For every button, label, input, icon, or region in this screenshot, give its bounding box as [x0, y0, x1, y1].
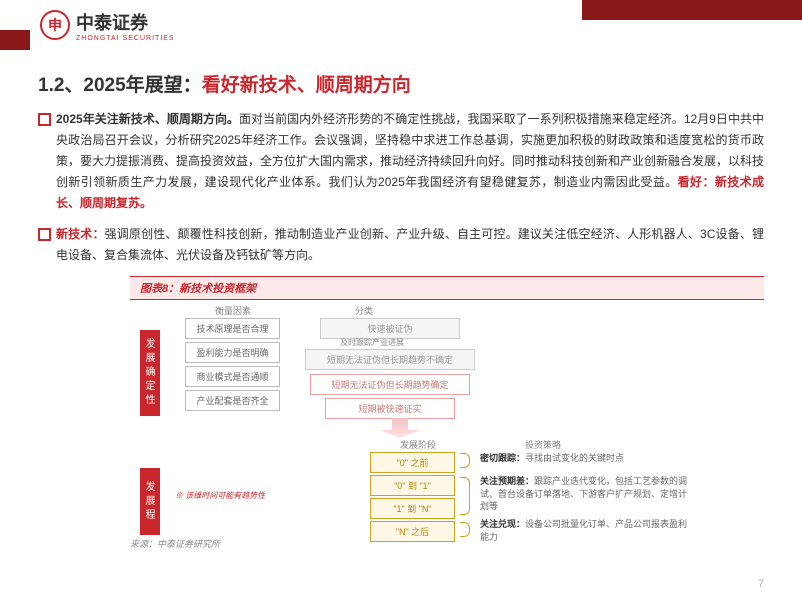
stage-2: "1" 到 "N"	[370, 498, 455, 519]
source-note: 来源：中泰证券研究所	[130, 537, 802, 550]
class-3: 短期无法证伪但长期趋势确定	[310, 374, 470, 395]
brace-1	[460, 453, 470, 468]
header-accent-right	[582, 0, 802, 20]
brace-3	[460, 522, 470, 537]
factor-2: 盈利能力是否明确	[185, 342, 280, 363]
p2-lead: 新技术：	[56, 227, 105, 241]
diagram-title: 图表8：新技术投资框架	[130, 276, 764, 300]
strategy-2: 关注预期差：跟踪产业迭代变化，包括工艺参数的调试、首台设备订单落地、下游客户扩产…	[480, 475, 690, 513]
brace-2	[460, 477, 470, 515]
diagram-canvas: 衡量因素 分类 发展阶段 投资策略 发展确定性 发展程度 技术原理是否合理 盈利…	[130, 300, 764, 535]
class-4: 短期被快速证实	[325, 398, 455, 419]
title-index: 1.2、2025年展望：	[38, 75, 202, 96]
col-header-factor: 衡量因素	[215, 304, 251, 317]
factor-4: 产业配套是否齐全	[185, 390, 280, 411]
vlabel-degree: 发展程度	[140, 468, 160, 535]
strategy-3: 关注兑现：设备公司批量化订单、产品公司报表盈利能力	[480, 518, 690, 543]
page-number: 7	[758, 578, 764, 590]
section-title: 1.2、2025年展望：看好新技术、顺周期方向	[38, 70, 764, 97]
stage-note: ※ 该维时间可能有趋势性	[175, 490, 265, 501]
col-header-class: 分类	[355, 304, 373, 317]
class-1b: 及时跟踪产业进展	[340, 337, 404, 348]
col-header-stage: 发展阶段	[400, 438, 436, 451]
title-highlight: 看好新技术、顺周期方向	[202, 75, 411, 96]
col-header-strategy: 投资策略	[525, 438, 561, 451]
factor-1: 技术原理是否合理	[185, 318, 280, 339]
logo-text-cn: 中泰证券	[76, 9, 175, 35]
p2-body: 强调原创性、颠覆性科技创新，推动制造业产业创新、产业升级、自主可控。建议关注低空…	[56, 227, 764, 262]
p1-lead: 2025年关注新技术、顺周期方向。	[56, 112, 239, 126]
factor-3: 商业模式是否通顺	[185, 366, 280, 387]
flow-arrow-icon	[380, 418, 420, 438]
vlabel-certainty: 发展确定性	[140, 330, 160, 416]
logo-text-en: ZHONGTAI SECURITIES	[76, 35, 175, 42]
class-2: 短期无法证伪但长期趋势不确定	[305, 349, 475, 370]
header: 申 中泰证券 ZHONGTAI SECURITIES	[0, 0, 802, 50]
class-1: 快速被证伪	[320, 318, 460, 339]
header-accent-left	[0, 30, 30, 50]
paragraph-1: 2025年关注新技术、顺周期方向。面对当前国内外经济形势的不确定性挑战，我国采取…	[56, 109, 764, 214]
strategy-2-head: 关注预期差：	[480, 476, 534, 486]
strategy-3-head: 关注兑现：	[480, 519, 525, 529]
stage-1: "0" 到 "1"	[370, 475, 455, 496]
paragraph-2: 新技术：强调原创性、颠覆性科技创新，推动制造业产业创新、产业升级、自主可控。建议…	[56, 224, 764, 266]
strategy-1: 密切跟踪：寻找由试变化的关键时点	[480, 452, 680, 465]
logo-icon: 申	[40, 10, 70, 40]
diagram-container: 图表8：新技术投资框架 衡量因素 分类 发展阶段 投资策略 发展确定性 发展程度…	[130, 276, 764, 535]
stage-3: "N" 之后	[370, 521, 455, 542]
company-logo: 申 中泰证券 ZHONGTAI SECURITIES	[40, 9, 175, 42]
strategy-1-head: 密切跟踪：	[480, 453, 525, 463]
stage-0: "0" 之前	[370, 452, 455, 473]
strategy-1-text: 寻找由试变化的关键时点	[525, 453, 624, 463]
